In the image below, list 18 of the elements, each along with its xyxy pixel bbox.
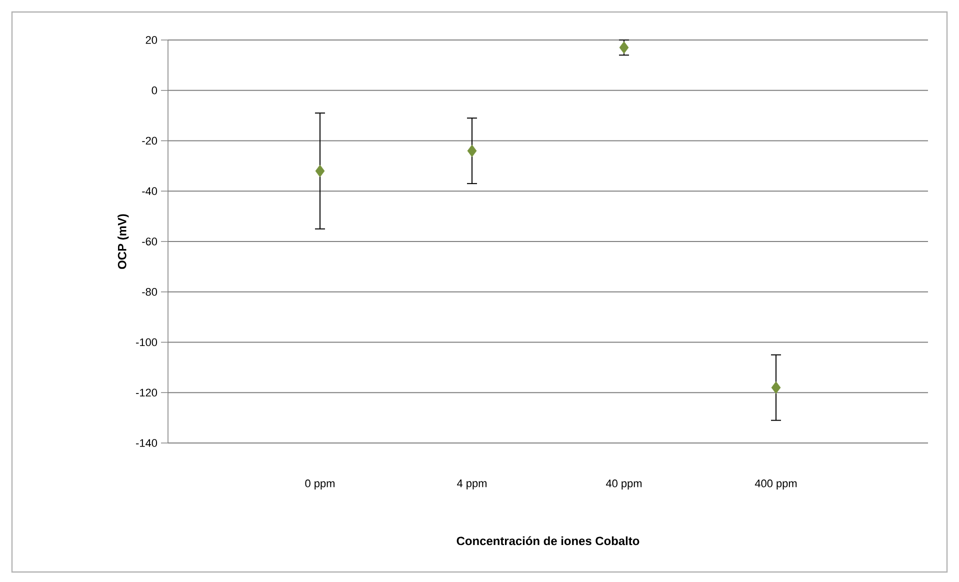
y-tick-label: -40 [142,187,158,196]
y-tick-label: -140 [136,439,158,447]
y-tick-label: -100 [136,338,158,346]
x-tick-label: 400 ppm [754,480,797,490]
y-axis-title: OCP (mV) [118,214,129,269]
y-tick-label: -60 [142,238,158,246]
point [771,381,781,394]
x-tick-label: 40 ppm [606,480,642,490]
x-tick-label: 4 ppm [457,480,486,490]
x-tick-label: 0 ppm [305,480,334,490]
y-tick-label: -20 [142,136,158,145]
y-tick-label: 20 [146,36,158,44]
y-tick-label: -80 [142,288,158,296]
x-axis-title: Concentración de iones Cobalto [456,536,640,546]
point [467,144,477,158]
y-tick-label: -120 [136,388,158,397]
y-tick-label: 0 [152,86,158,94]
point [315,164,325,178]
